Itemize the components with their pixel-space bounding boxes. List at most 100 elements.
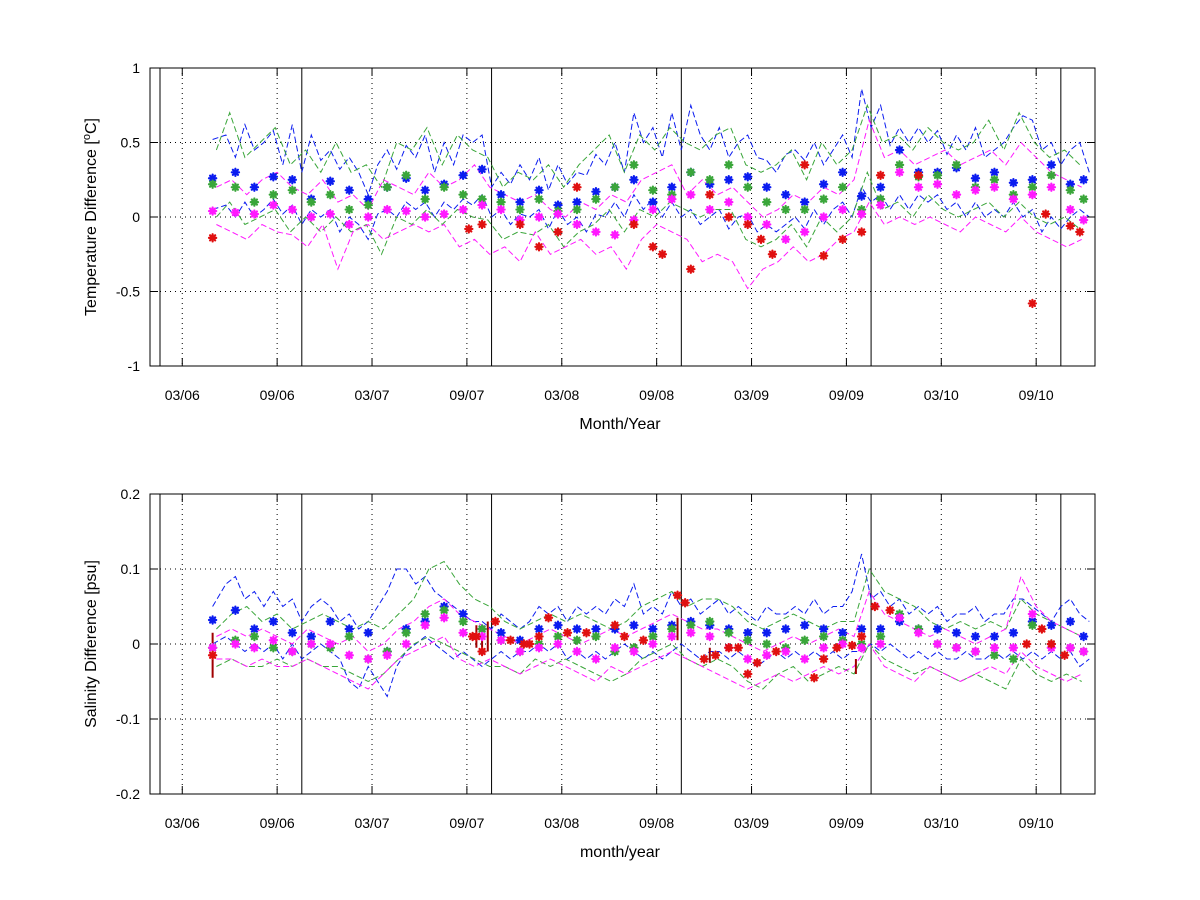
temperature-green-point bbox=[1046, 170, 1057, 180]
temperature-red-point bbox=[1027, 298, 1038, 309]
temperature-green-point bbox=[780, 204, 791, 215]
temperature-green-point bbox=[249, 197, 260, 207]
temperature-y-axis-label-degree: o bbox=[81, 134, 93, 140]
temperature-xtick-label: 03/06 bbox=[165, 387, 200, 403]
salinity-blue-point bbox=[799, 620, 810, 630]
temperature-green-point bbox=[743, 182, 753, 192]
salinity-magenta-point bbox=[534, 643, 544, 653]
temperature-blue-point bbox=[856, 191, 867, 201]
temperature-ytick-label: -1 bbox=[128, 358, 141, 374]
salinity-green-point bbox=[667, 624, 677, 634]
temperature-magenta-point bbox=[363, 212, 373, 222]
salinity-red-point bbox=[619, 631, 630, 642]
temperature-red-point bbox=[657, 249, 668, 259]
salinity-xtick-label: 03/06 bbox=[165, 815, 200, 831]
temperature-magenta-point bbox=[762, 219, 772, 230]
salinity-blue-point bbox=[932, 624, 943, 634]
temperature-ytick-label: 0 bbox=[132, 209, 140, 225]
temperature-xtick-label: 09/09 bbox=[829, 387, 864, 403]
temperature-magenta-point bbox=[1046, 182, 1057, 192]
salinity-blue-point bbox=[1078, 631, 1089, 642]
temperature-blue-point bbox=[344, 185, 354, 195]
salinity-blue-point bbox=[989, 631, 1000, 642]
temperature-blue-point bbox=[818, 179, 829, 189]
salinity-red-point bbox=[710, 650, 721, 660]
salinity-red-point bbox=[207, 650, 218, 660]
salinity-red-point bbox=[581, 628, 592, 638]
temperature-green-point bbox=[629, 160, 639, 170]
temperature-magenta-point bbox=[894, 167, 905, 177]
salinity-magenta-point bbox=[667, 631, 677, 642]
temperature-blue-point bbox=[743, 172, 753, 182]
temperature-green-envelope-line bbox=[215, 103, 1081, 189]
salinity-magenta-point bbox=[856, 643, 867, 653]
salinity-red-point bbox=[832, 643, 842, 653]
temperature-ytick-label: -0.5 bbox=[116, 284, 140, 300]
salinity-red-point bbox=[1059, 650, 1070, 660]
temperature-blue-point bbox=[799, 197, 810, 207]
temperature-red-point bbox=[534, 242, 544, 252]
salinity-green-point bbox=[572, 635, 582, 645]
temperature-blue-point bbox=[989, 167, 1000, 177]
salinity-magenta-point bbox=[799, 654, 810, 664]
temperature-blue-point bbox=[249, 182, 260, 192]
salinity-blue-point bbox=[629, 620, 639, 630]
temperature-magenta-point bbox=[799, 227, 810, 237]
salinity-magenta-point bbox=[363, 654, 373, 664]
salinity-green-point bbox=[799, 635, 810, 645]
temperature-green-point bbox=[894, 160, 905, 170]
temperature-magenta-point bbox=[837, 204, 848, 215]
temperature-magenta-point bbox=[591, 227, 601, 237]
temperature-green-point bbox=[610, 182, 620, 192]
salinity-red-point bbox=[733, 643, 743, 653]
temperature-magenta-point bbox=[856, 209, 867, 219]
salinity-blue-point bbox=[249, 624, 260, 634]
salinity-magenta-point bbox=[553, 639, 563, 649]
salinity-green-point bbox=[743, 635, 753, 645]
temperature-magenta-point bbox=[743, 212, 753, 222]
temperature-green-point bbox=[572, 204, 582, 215]
salinity-magenta-point bbox=[439, 613, 449, 623]
salinity-magenta-point bbox=[648, 639, 658, 649]
salinity-blue-point bbox=[230, 605, 241, 615]
salinity-xtick-label: 09/09 bbox=[829, 815, 864, 831]
salinity-magenta-point bbox=[420, 620, 430, 630]
temperature-magenta-point bbox=[705, 204, 715, 215]
temperature-y-axis-label-start: Temperature Difference [ bbox=[83, 140, 100, 316]
salinity-magenta-point bbox=[325, 639, 335, 649]
temperature-blue-point bbox=[325, 176, 335, 186]
temperature-blue-point bbox=[458, 170, 468, 180]
temperature-y-axis-label: Temperature Difference [oC] bbox=[81, 118, 100, 316]
temperature-blue-envelope-line bbox=[212, 88, 1090, 197]
salinity-red-point bbox=[562, 628, 573, 638]
salinity-magenta-point bbox=[572, 646, 582, 657]
salinity-red-point bbox=[724, 643, 734, 653]
temperature-green-point bbox=[515, 204, 525, 215]
salinity-blue-point bbox=[363, 628, 373, 638]
salinity-magenta-point bbox=[989, 643, 1000, 653]
salinity-magenta-point bbox=[913, 628, 924, 638]
salinity-green-point bbox=[686, 620, 696, 630]
salinity-panel: 0.20.10-0.1-0.2 03/06 09/06 03/07 09/07 03/0… bbox=[83, 486, 1096, 861]
temperature-red-point bbox=[477, 219, 487, 230]
salinity-blue-point bbox=[837, 628, 848, 638]
temperature-xtick-label: 03/10 bbox=[924, 387, 959, 403]
salinity-green-point bbox=[875, 631, 886, 642]
salinity-magenta-point bbox=[610, 643, 620, 653]
temperature-magenta-envelope-line bbox=[216, 118, 1082, 218]
temperature-blue-point bbox=[1065, 179, 1076, 189]
temperature-ticks bbox=[150, 67, 1095, 367]
temperature-magenta-point bbox=[496, 204, 506, 215]
temperature-blue-point bbox=[875, 182, 886, 192]
temperature-red-point bbox=[837, 234, 848, 245]
temperature-green-point bbox=[306, 197, 316, 207]
salinity-y-axis-label: Salinity Difference [psu] bbox=[83, 560, 100, 728]
salinity-green-point bbox=[1008, 654, 1019, 664]
temperature-green-point bbox=[420, 194, 430, 204]
temperature-blue-point bbox=[762, 182, 772, 192]
temperature-green-point bbox=[705, 175, 715, 185]
temperature-x-axis-label: Month/Year bbox=[579, 416, 661, 433]
temperature-green-point bbox=[1065, 185, 1076, 195]
temperature-blue-point bbox=[837, 167, 848, 177]
salinity-red-point bbox=[818, 654, 829, 664]
